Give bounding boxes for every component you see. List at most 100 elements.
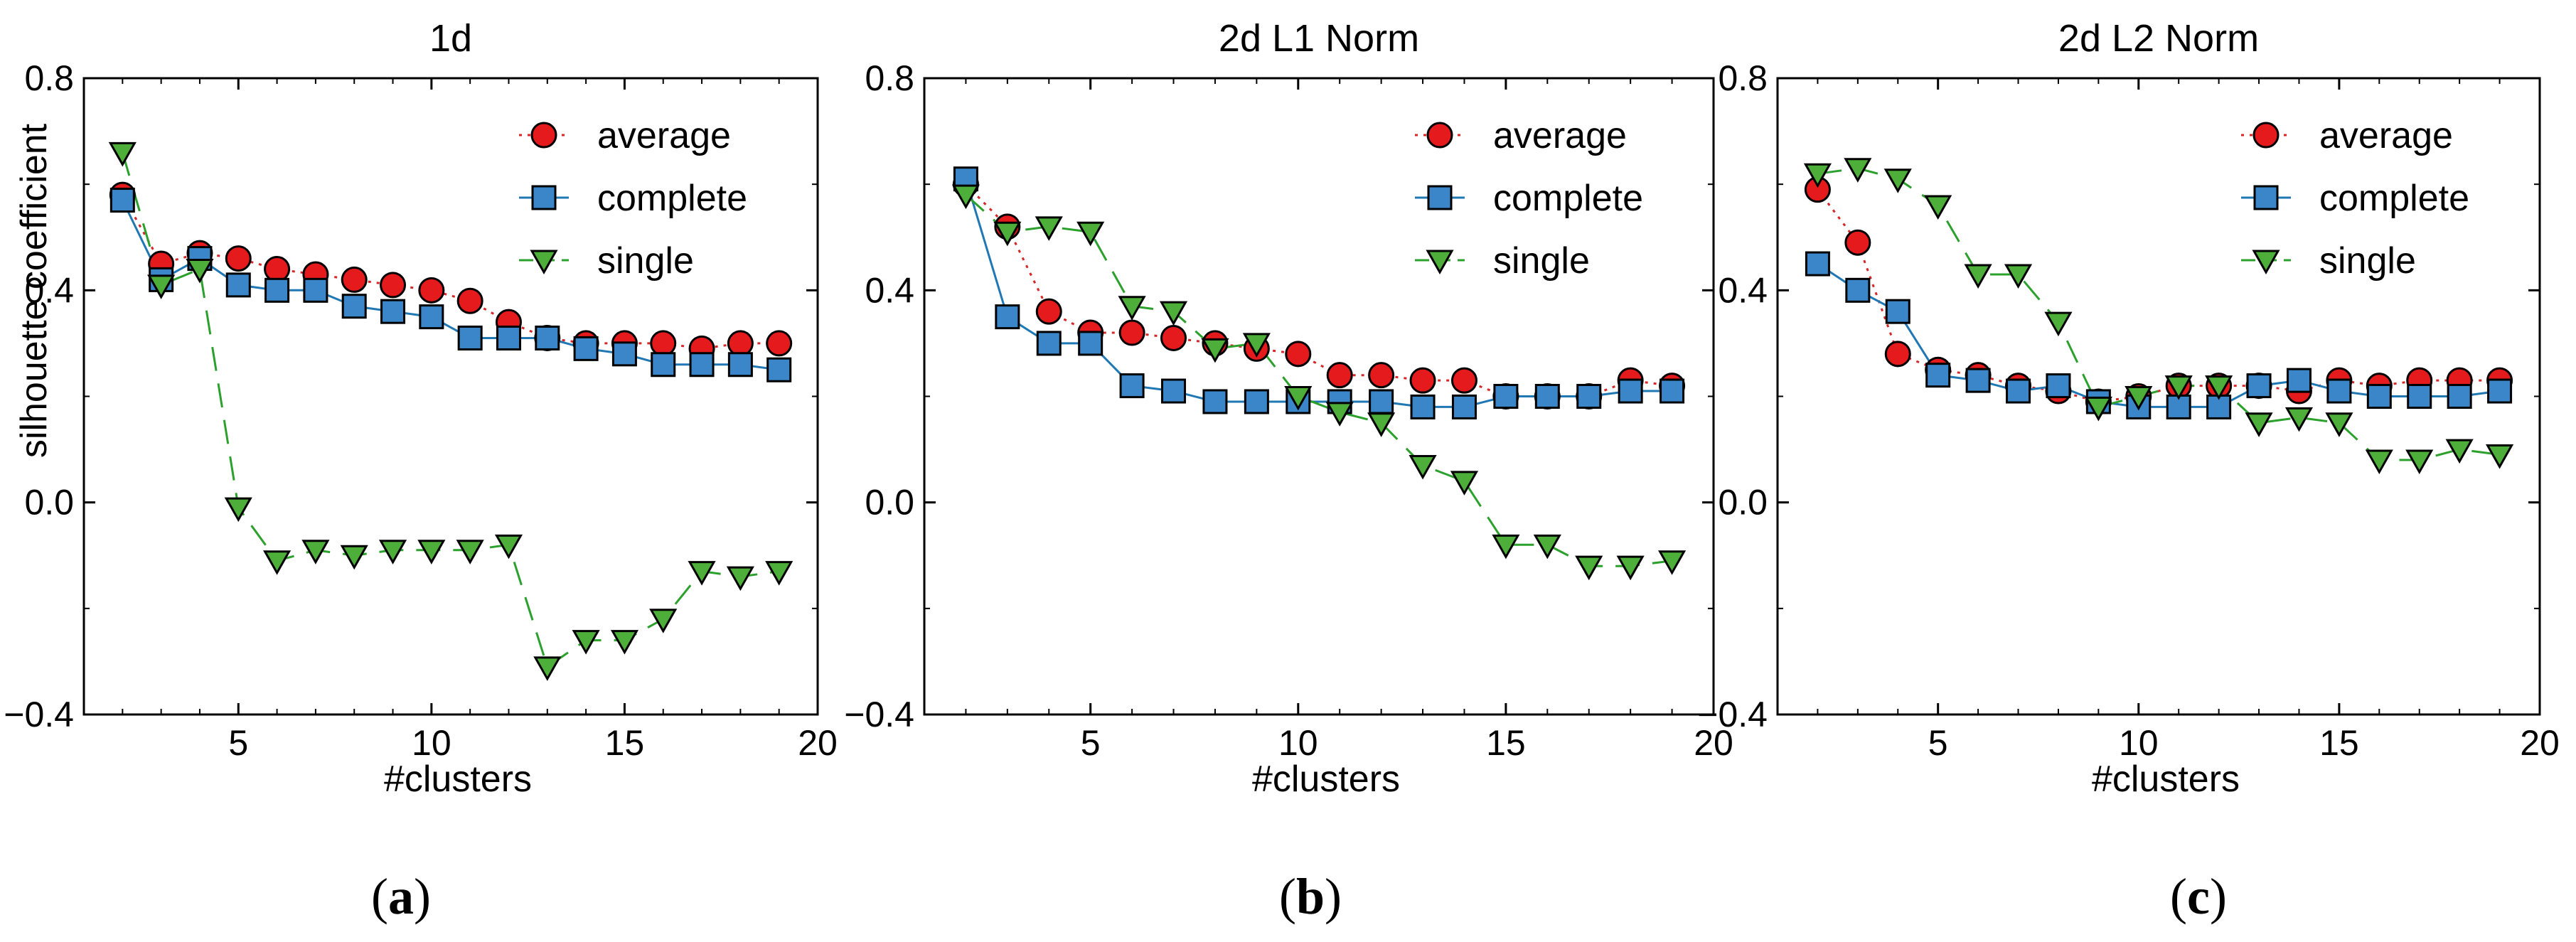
data-point-complete (341, 294, 367, 319)
data-point-average (341, 266, 368, 293)
data-point-average (380, 272, 407, 299)
data-point-complete (1119, 373, 1145, 399)
data-point-single (1242, 333, 1271, 358)
data-point-single (263, 550, 292, 575)
chart-panel-2: 2d L1 Norm 5 10 15 20 −0.4 0.0 0.4 0.8 #clusters a… (844, 17, 1733, 925)
data-point-single (1159, 301, 1188, 326)
data-point-complete (264, 277, 290, 303)
data-point-complete (1805, 251, 1830, 277)
caption-paren-close: ) (1325, 868, 1342, 925)
data-point-complete (689, 352, 715, 378)
data-point-complete (1493, 384, 1519, 409)
y-tick-label: 0.8 (24, 58, 74, 98)
data-point-average (1118, 319, 1145, 346)
x-tick-label: 20 (798, 723, 838, 763)
data-point-average (727, 330, 754, 357)
subfigure-caption: (a) (371, 868, 431, 925)
data-point-complete (496, 325, 521, 350)
x-axis-label: #clusters (384, 759, 532, 800)
legend-label-single: single (1493, 240, 1590, 282)
legend-label-single: single (597, 240, 694, 282)
legend-marker-single (1426, 250, 1454, 275)
x-tick-label: 10 (412, 723, 451, 763)
x-tick-label: 15 (1486, 723, 1526, 763)
data-point-complete (2487, 378, 2513, 404)
data-point-complete (995, 304, 1020, 330)
legend-marker-average (530, 122, 557, 149)
legend-label-complete: complete (597, 178, 747, 219)
data-point-single (1964, 264, 1992, 289)
data-point-single (108, 141, 137, 167)
data-point-complete (1244, 389, 1269, 414)
data-point-single (1367, 412, 1396, 437)
data-point-complete (1618, 378, 1643, 404)
data-point-single (2125, 386, 2153, 411)
chart-title: 2d L1 Norm (1219, 17, 1419, 60)
data-point-complete (766, 357, 792, 382)
y-tick-label: 0.4 (24, 270, 74, 310)
data-point-complete (2206, 394, 2232, 419)
data-point-single (340, 545, 368, 570)
caption-letter: c (2187, 868, 2210, 925)
caption-paren-close: ) (2210, 868, 2227, 925)
data-point-complete (651, 352, 676, 378)
x-tick-label: 10 (1278, 723, 1318, 763)
data-point-complete (2326, 378, 2352, 404)
legend-marker-complete (2253, 185, 2279, 210)
caption-paren-open: ( (1279, 868, 1296, 925)
data-point-single (765, 561, 793, 586)
y-tick-label: 0.4 (865, 270, 914, 310)
data-point-single (224, 497, 252, 523)
legend-marker-complete (531, 185, 557, 210)
y-tick-label: 0.8 (1718, 58, 1768, 98)
chart-panel-1: 1d 5 10 15 20 −0.4 0.0 0.4 0.8 #clusters average co… (4, 17, 838, 925)
chart-title: 2d L2 Norm (2058, 17, 2259, 60)
data-point-complete (303, 277, 328, 303)
data-point-single (688, 561, 716, 586)
data-point-single (1844, 158, 1872, 183)
data-point-complete (2006, 378, 2031, 404)
data-point-complete (380, 299, 406, 324)
data-point-complete (2046, 373, 2071, 399)
y-tick-label: 0.0 (24, 483, 74, 523)
data-point-average (1409, 367, 1436, 394)
data-point-average (1368, 362, 1395, 389)
data-point-single (1492, 534, 1520, 560)
data-point-average (1285, 341, 1312, 368)
x-tick-label: 10 (2119, 723, 2159, 763)
data-point-complete (457, 325, 483, 350)
data-point-complete (2447, 384, 2472, 409)
x-tick-label: 5 (1928, 723, 1948, 763)
data-point-average (1160, 324, 1187, 351)
data-point-complete (1965, 368, 1991, 393)
data-point-average (1035, 298, 1062, 325)
legend-marker-single (530, 250, 558, 275)
data-point-complete (727, 352, 753, 378)
x-tick-label: 20 (2520, 723, 2560, 763)
data-point-single (2044, 311, 2073, 337)
data-point-complete (1451, 394, 1477, 419)
data-point-complete (2366, 384, 2392, 409)
series-line-complete (121, 199, 779, 371)
data-point-average (264, 256, 291, 282)
y-tick-label: 0.8 (865, 58, 914, 98)
data-point-single (2205, 375, 2233, 400)
data-point-single (2445, 439, 2474, 464)
series-line-average (1817, 188, 2500, 403)
legend-label-single: single (2319, 240, 2416, 282)
data-point-complete (573, 336, 599, 361)
data-point-single (1533, 534, 1561, 560)
data-point-single (610, 630, 638, 655)
legend-label-average: average (1493, 115, 1627, 156)
data-point-single (1575, 555, 1603, 581)
legend-marker-average (1426, 122, 1453, 149)
data-point-single (1450, 471, 1479, 496)
x-axis-label: #clusters (1252, 759, 1400, 800)
series-line-single (121, 151, 779, 669)
legend-label-average: average (597, 115, 731, 156)
data-point-single (1924, 195, 1952, 220)
data-point-complete (1534, 384, 1560, 409)
data-point-single (572, 630, 600, 655)
data-point-complete (225, 272, 251, 298)
